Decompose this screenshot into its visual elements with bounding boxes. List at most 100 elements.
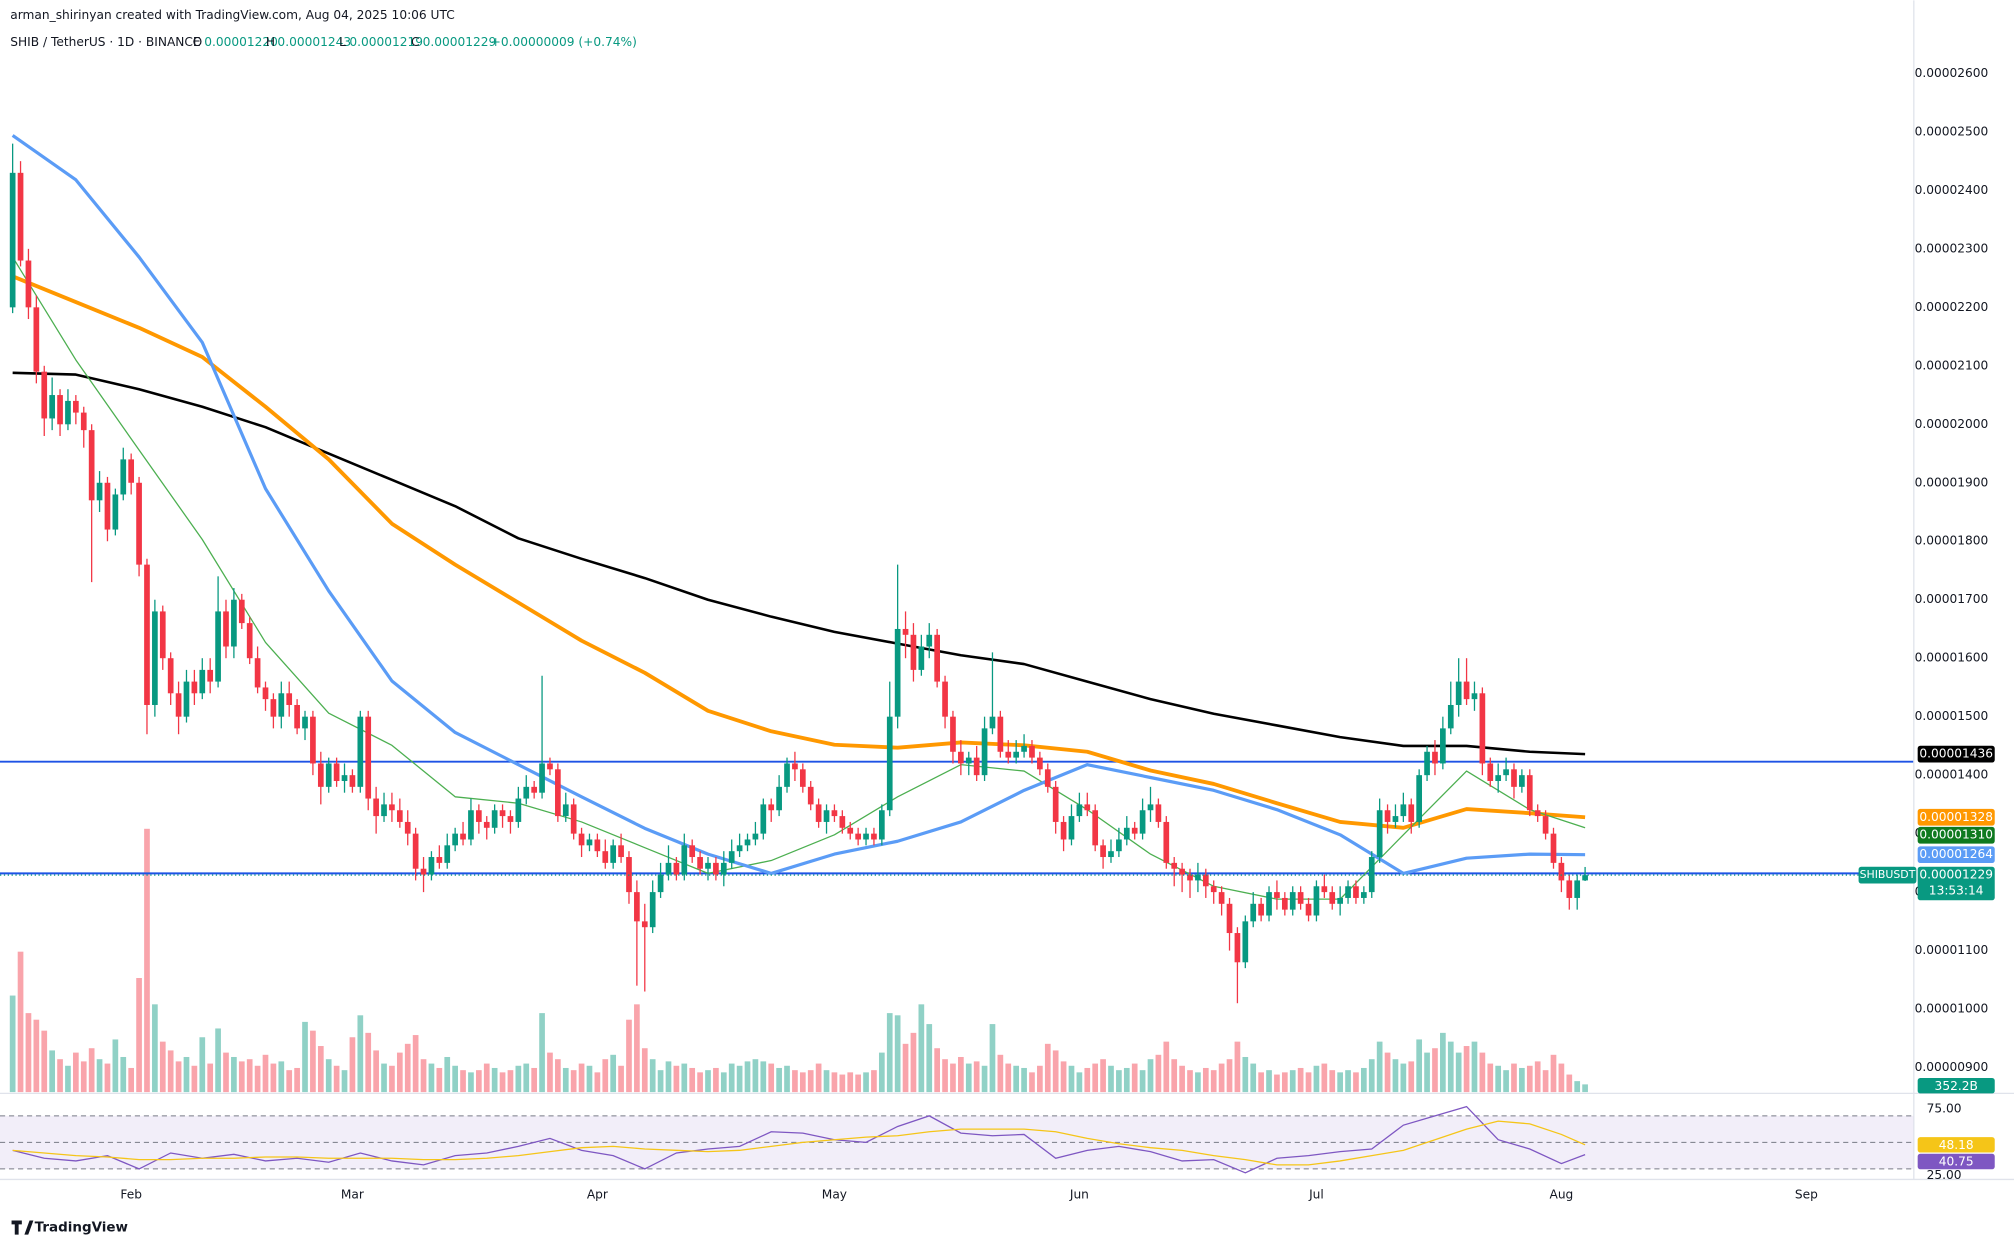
candle-body — [1487, 763, 1494, 782]
candle-body — [112, 494, 119, 530]
candle-body — [468, 810, 474, 840]
candle-body — [1281, 897, 1288, 910]
volume-bar — [1139, 1070, 1146, 1093]
candle-body — [57, 395, 63, 425]
y-tick-label: 0.00002300 — [1915, 241, 1989, 255]
candle-body — [965, 757, 972, 764]
y-tick-label: 0.00000900 — [1915, 1060, 1989, 1074]
volume-bar — [49, 1050, 55, 1093]
volume-bar — [586, 1065, 593, 1093]
volume-bar — [918, 1004, 925, 1093]
price-tag-box — [1917, 846, 1995, 864]
candle-body — [254, 658, 261, 688]
candle-body — [689, 845, 696, 858]
volume-bar — [1400, 1063, 1407, 1093]
candle-body — [49, 395, 55, 419]
candle-body — [476, 810, 482, 822]
volume-bar — [1526, 1065, 1533, 1093]
candle-body — [357, 716, 364, 787]
ohlc-key: C — [411, 35, 420, 49]
attribution: arman_shirinyan created with TradingView… — [10, 8, 454, 22]
volume-bar — [389, 1065, 395, 1093]
volume-bar — [594, 1072, 601, 1093]
candle-body — [1179, 868, 1185, 875]
volume-bar — [460, 1070, 466, 1093]
candle-body — [752, 833, 759, 840]
volume-bar — [515, 1065, 522, 1093]
candle-body — [989, 716, 996, 729]
volume-bar — [626, 1019, 632, 1093]
y-tick-label: 0.00001400 — [1915, 768, 1989, 782]
volume-bar — [1511, 1063, 1517, 1093]
brand: TradingView — [35, 1220, 128, 1236]
candle-body — [934, 634, 940, 682]
volume-bar — [136, 978, 142, 1093]
volume-bar — [452, 1065, 458, 1093]
volume-bar — [1187, 1070, 1193, 1093]
candle-body — [144, 564, 150, 705]
countdown: 13:53:14 — [1929, 884, 1984, 898]
volume-bar — [231, 1056, 237, 1093]
volume-bar — [468, 1072, 474, 1093]
candle-body — [610, 845, 617, 863]
candle-body — [191, 681, 198, 694]
candle-body — [878, 810, 885, 840]
volume-bar — [902, 1043, 909, 1093]
volume-bar — [1368, 1059, 1375, 1093]
volume-bar — [641, 1048, 648, 1093]
price-tag-label: 352.2B — [1935, 1079, 1978, 1093]
candle-body — [1495, 775, 1502, 782]
volume-bar — [96, 1059, 103, 1093]
volume-bar — [547, 1052, 553, 1093]
candle-body — [1297, 892, 1304, 904]
volume-bar — [1226, 1059, 1233, 1093]
candle-body — [483, 821, 490, 828]
volume-bar — [958, 1056, 964, 1093]
symbol-tag-label: SHIBUSDT — [1860, 868, 1916, 881]
volume-bar — [752, 1059, 759, 1093]
volume-bar — [1471, 1041, 1478, 1093]
volume-bar — [965, 1063, 972, 1093]
volume-bar — [934, 1048, 940, 1093]
volume-bar — [997, 1054, 1004, 1093]
candle-body — [381, 804, 387, 817]
candle-body — [681, 845, 688, 875]
candle-body — [420, 868, 427, 875]
candle-body — [1147, 804, 1154, 811]
volume-bar — [1108, 1065, 1114, 1093]
candle-body — [17, 172, 24, 261]
candle-body — [33, 307, 40, 372]
volume-bar — [1495, 1065, 1502, 1093]
volume-bar — [436, 1067, 443, 1093]
candle-body — [958, 751, 964, 764]
volume-bar — [270, 1063, 277, 1093]
volume-bar — [649, 1059, 656, 1093]
volume-bar — [1218, 1063, 1225, 1093]
candle-body — [1052, 786, 1059, 822]
candle-body — [1266, 892, 1272, 916]
y-tick-label: 0.00001900 — [1915, 475, 1989, 489]
volume-bar — [950, 1063, 956, 1093]
candle-body — [657, 874, 664, 893]
ohlc-value: 0.00001229 — [423, 35, 497, 49]
candle-body — [902, 628, 909, 635]
ohlc-value: 0.00001219 — [349, 35, 423, 49]
candle-body — [1076, 804, 1083, 817]
candle-body — [1582, 875, 1588, 881]
volume-bar — [1029, 1072, 1035, 1093]
volume-bar — [191, 1065, 198, 1093]
price-tag-label: 48.18 — [1939, 1138, 1974, 1152]
volume-bar — [25, 1013, 32, 1093]
candle-body — [1021, 745, 1027, 752]
volume-bar — [1044, 1043, 1051, 1093]
volume-bar — [175, 1061, 182, 1093]
candle-body — [578, 833, 585, 846]
candle-body — [88, 430, 95, 501]
candle-body — [1187, 874, 1193, 881]
volume-bar — [1305, 1072, 1312, 1093]
volume-bar — [183, 1056, 190, 1093]
volume-bar — [262, 1054, 269, 1093]
price-tag-box — [1917, 745, 1995, 763]
candle-body — [807, 786, 814, 805]
